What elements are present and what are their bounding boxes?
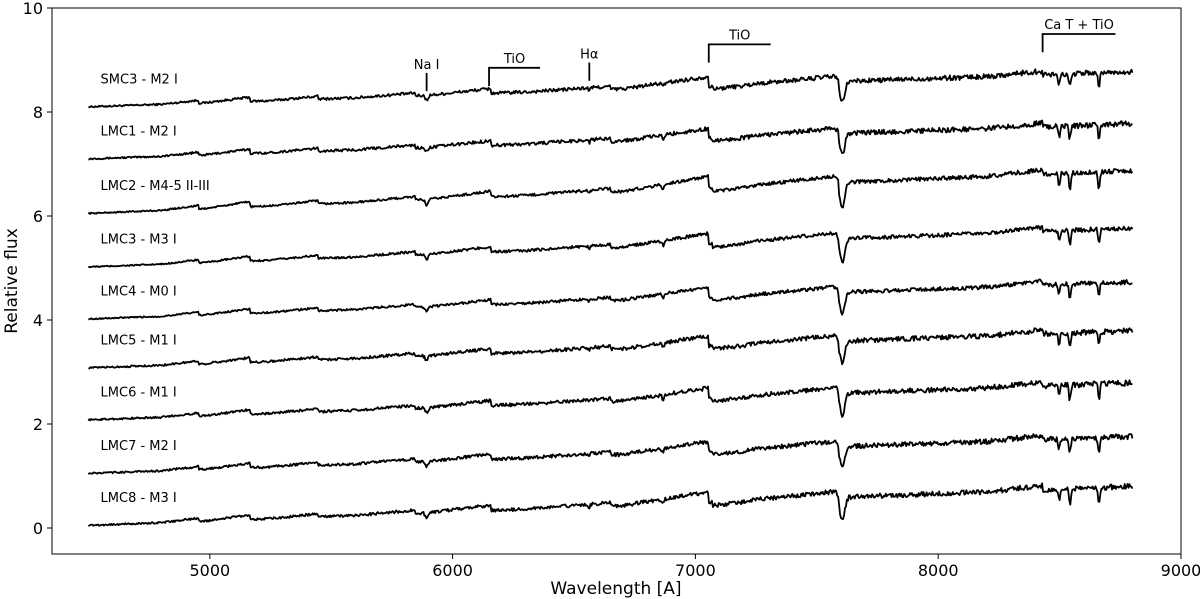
annotation-label: Na I <box>414 58 440 73</box>
y-tick-label: 2 <box>33 415 43 434</box>
annotation-bracket <box>707 43 771 63</box>
series-label: LMC8 - M3 I <box>101 491 177 506</box>
y-tick-label: 4 <box>33 311 43 330</box>
series-line <box>88 119 1133 161</box>
annotation-label: TiO <box>728 28 750 43</box>
series-label: LMC4 - M0 I <box>101 285 177 300</box>
x-tick-label: 8000 <box>918 561 959 580</box>
spectra-lines <box>87 68 1134 527</box>
series-line <box>87 224 1134 269</box>
x-tick-label: 6000 <box>432 561 473 580</box>
series-line <box>87 68 1134 109</box>
series-line <box>87 167 1134 215</box>
annotation-bracket <box>1041 33 1116 53</box>
series-line <box>87 379 1133 422</box>
axis-ticks: 5000 6000 7000 8000 9000 0 2 4 6 8 10 <box>23 0 1200 580</box>
series-label: LMC6 - M1 I <box>101 385 177 400</box>
series-label: LMC7 - M2 I <box>101 439 177 454</box>
series-label: LMC5 - M1 I <box>101 333 177 348</box>
series-line <box>87 482 1134 527</box>
series-labels: SMC3 - M2 I LMC1 - M2 I LMC2 - M4-5 II-III… <box>101 72 210 506</box>
y-tick-label: 0 <box>33 519 43 538</box>
y-axis-label: Relative flux <box>2 228 22 334</box>
x-tick-label: 5000 <box>189 561 230 580</box>
annotation-label: Hα <box>580 48 598 63</box>
series-line <box>87 433 1134 475</box>
annotation-label: Ca T + TiO <box>1044 18 1114 33</box>
y-tick-label: 10 <box>23 0 43 18</box>
series-label: LMC1 - M2 I <box>101 124 177 139</box>
y-tick-label: 8 <box>33 103 43 122</box>
annotation-bracket <box>488 66 541 86</box>
series-line <box>88 327 1134 370</box>
x-axis-label: Wavelength [A] <box>550 579 681 599</box>
series-label: LMC3 - M3 I <box>101 233 177 248</box>
line-annotations: Na I TiO Hα TiO Ca T + TiO <box>414 18 1116 92</box>
x-tick-label: 9000 <box>1161 561 1200 580</box>
plot-frame <box>51 7 1182 555</box>
x-tick-label: 7000 <box>675 561 716 580</box>
y-tick-label: 6 <box>33 207 43 226</box>
series-label: LMC2 - M4-5 II-III <box>101 179 210 194</box>
series-label: SMC3 - M2 I <box>101 72 178 87</box>
series-line <box>87 278 1133 321</box>
annotation-label: TiO <box>503 52 525 67</box>
